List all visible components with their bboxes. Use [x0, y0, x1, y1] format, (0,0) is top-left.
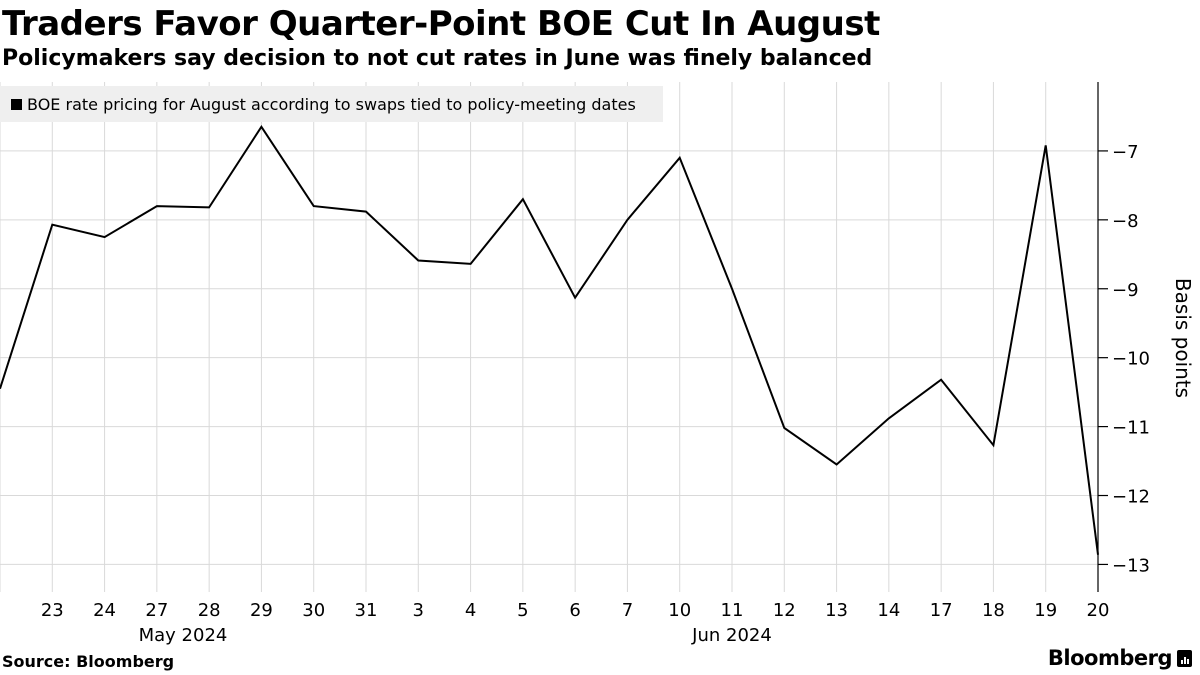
x-tick-label: 5 [517, 600, 528, 621]
legend-label: BOE rate pricing for August according to… [27, 94, 636, 114]
data-point [1044, 143, 1048, 147]
legend: BOE rate pricing for August according to… [0, 86, 663, 122]
x-tick-label: 29 [250, 600, 273, 621]
data-point [835, 463, 839, 467]
x-tick-label: 7 [622, 600, 633, 621]
y-tick-label: −8 [1112, 211, 1139, 232]
x-tick-label: 31 [355, 600, 378, 621]
data-point [991, 443, 995, 447]
x-tick-label: 19 [1034, 600, 1057, 621]
x-tick-label: 23 [41, 600, 64, 621]
data-point [155, 204, 159, 208]
month-label: Jun 2024 [691, 625, 772, 646]
bar-chart-icon [1177, 649, 1192, 667]
x-tick-label: 3 [413, 600, 424, 621]
data-point [678, 156, 682, 160]
data-point [625, 218, 629, 222]
data-point [259, 125, 263, 129]
x-tick-label: 12 [773, 600, 796, 621]
x-tick-label: 13 [825, 600, 848, 621]
source-note: Source: Bloomberg [2, 652, 175, 671]
y-tick-label: −7 [1112, 142, 1139, 163]
data-point [730, 287, 734, 291]
y-axis: −7 −8 −9 −10 −11 −12 −13 [1097, 82, 1150, 592]
x-tick-label: 14 [877, 600, 900, 621]
x-tick-label: 6 [569, 600, 580, 621]
y-tick-label: −13 [1112, 555, 1150, 576]
y-axis-label: Basis points [1171, 278, 1195, 398]
data-point [782, 426, 786, 430]
data-point [103, 235, 107, 239]
x-tick-label: 11 [721, 600, 744, 621]
y-tick-label: −11 [1112, 418, 1150, 439]
chart-title: Traders Favor Quarter-Point BOE Cut In A… [2, 4, 880, 44]
data-point [50, 223, 54, 227]
data-point [469, 262, 473, 266]
x-tick-label: 27 [145, 600, 168, 621]
y-tick-label: −9 [1112, 280, 1139, 301]
gridlines [0, 82, 1099, 592]
y-tick-label: −10 [1112, 349, 1150, 370]
x-tick-label: 10 [668, 600, 691, 621]
x-tick-label: 17 [930, 600, 953, 621]
series-line [0, 124, 1099, 555]
x-axis: 23 24 27 28 29 30 31 3 4 5 6 7 10 11 12 13 14 17 18 19 20 May… [41, 600, 1110, 646]
data-point [0, 387, 2, 391]
chart-subtitle: Policymakers say decision to not cut rat… [2, 46, 873, 71]
data-point [887, 416, 891, 420]
x-tick-label: 18 [982, 600, 1005, 621]
data-point [1096, 553, 1100, 557]
legend-swatch [11, 98, 22, 110]
data-point [207, 205, 211, 209]
data-point [573, 296, 577, 300]
data-point [416, 259, 420, 263]
data-point [364, 210, 368, 214]
x-tick-label: 20 [1087, 600, 1110, 621]
x-tick-label: 4 [465, 600, 476, 621]
x-tick-label: 24 [93, 600, 116, 621]
y-tick-label: −12 [1112, 487, 1150, 508]
data-point [939, 378, 943, 382]
month-label: May 2024 [139, 625, 228, 646]
data-point [521, 197, 525, 201]
brand-logo: Bloomberg [1048, 646, 1192, 670]
x-tick-label: 28 [198, 600, 221, 621]
data-point [312, 204, 316, 208]
brand-name: Bloomberg [1047, 646, 1173, 670]
x-tick-label: 30 [302, 600, 325, 621]
